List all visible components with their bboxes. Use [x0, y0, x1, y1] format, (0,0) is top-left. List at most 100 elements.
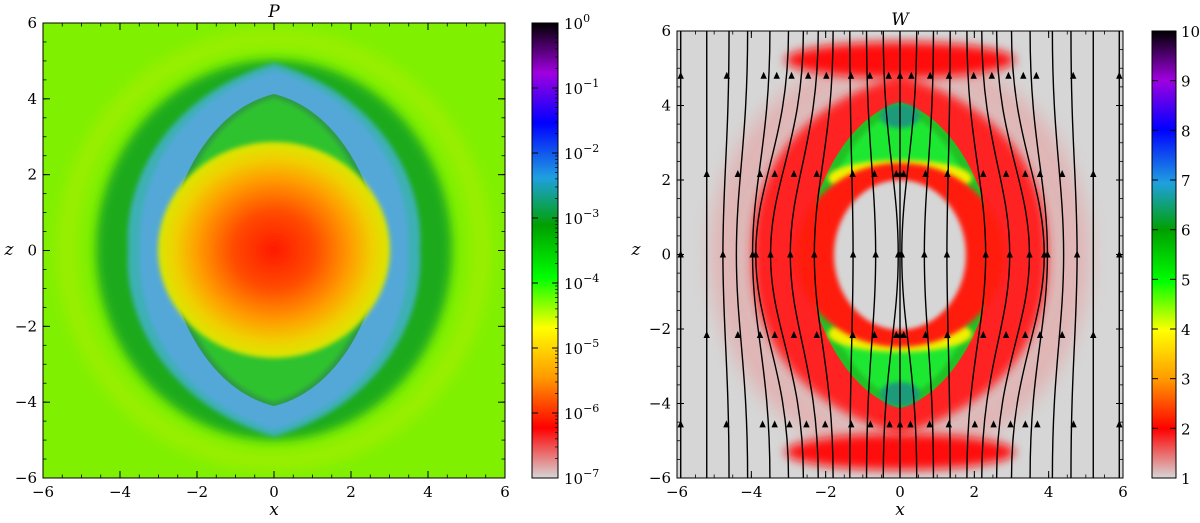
streamline-arrow	[1116, 71, 1123, 79]
colorbar-tick-label: 10−7	[564, 467, 599, 488]
streamline-arrow	[756, 330, 764, 338]
streamline-arrow	[970, 71, 977, 79]
streamline-arrow	[823, 71, 830, 79]
xlabel-p: x	[269, 500, 279, 519]
x-tick-label: 2	[970, 483, 980, 501]
y-tick-label: 6	[27, 14, 37, 32]
streamline-arrow	[926, 420, 933, 428]
y-tick-label: 4	[661, 97, 671, 115]
streamline	[735, 31, 749, 478]
streamline-arrow	[773, 71, 780, 79]
ticks-p: −6 −4 −2 0 2 4 6 −6 −4 −2 0 2 4 6	[15, 14, 510, 501]
colorbar-tick-label: 7	[1181, 172, 1191, 190]
streamline-arrow	[767, 250, 774, 258]
panel-w: −6 −4 −2 0 2 4 6 −6 −4 −2 0 2 4 6 W x z 1 2 3 4 5 6 7 8 9 10	[631, 10, 1200, 520]
streamline-arrow	[1020, 71, 1027, 79]
streamline-arrow	[945, 71, 953, 79]
streamline-arrow	[1022, 170, 1029, 178]
streamline-arrow	[787, 250, 794, 258]
colorbar-tick-label: 5	[1181, 271, 1191, 289]
streamline-arrow	[885, 71, 892, 79]
streamline-arrow	[871, 170, 878, 178]
streamline-arrow	[1090, 330, 1097, 338]
x-tick-label: −6	[666, 483, 688, 501]
streamline-arrow	[771, 330, 778, 338]
streamline-arrow	[1069, 71, 1077, 79]
x-tick-label: 6	[1118, 483, 1128, 501]
streamline-arrow	[811, 250, 818, 258]
y-tick-label: 6	[661, 22, 671, 40]
streamline-arrow	[871, 330, 878, 338]
streamline-arrow	[943, 250, 951, 258]
streamline-arrow	[813, 330, 820, 338]
streamline-arrow	[723, 71, 731, 79]
streamline-arrow	[804, 71, 812, 79]
y-tick-label: 4	[27, 90, 37, 108]
x-tick-label: −4	[109, 483, 131, 501]
streamline-arrow	[756, 170, 764, 178]
colorbar-tick-label: 10−1	[564, 77, 599, 98]
streamline-arrow	[872, 250, 879, 258]
streamline-arrow	[790, 330, 798, 338]
y-tick-label: 2	[661, 171, 671, 189]
x-tick-label: −2	[815, 483, 837, 501]
colorbar-tick-label: 1	[1181, 470, 1191, 488]
streamline-arrow	[908, 71, 915, 79]
streamline-arrow	[1058, 330, 1066, 338]
streamline-arrow	[719, 250, 727, 258]
streamline-arrow	[990, 420, 997, 428]
colorbar-tick-label: 100	[564, 12, 590, 33]
streamline-arrow	[1026, 250, 1033, 258]
colorbar-w	[1151, 30, 1177, 479]
y-tick-label: −2	[15, 317, 37, 335]
streamline-arrow	[922, 170, 929, 178]
streamline-arrow	[1022, 420, 1029, 428]
streamline-arrow	[847, 420, 855, 428]
streamline-arrow	[1007, 420, 1014, 428]
streamline-arrow	[677, 420, 684, 428]
streamline-arrow	[759, 420, 766, 428]
colorbar-tick-label: 10−6	[564, 402, 599, 423]
streamline-arrow	[1002, 170, 1010, 178]
colorbar-tick-label: 10	[1181, 23, 1200, 41]
y-tick-label: −6	[649, 469, 671, 487]
y-tick-label: −2	[649, 320, 671, 338]
x-tick-label: 4	[423, 483, 433, 501]
streamline-arrow	[926, 71, 934, 79]
ylabel-p: z	[4, 240, 15, 260]
streamline-arrow	[867, 420, 874, 428]
colorbar-tick-label: 8	[1181, 122, 1191, 140]
x-tick-label: −2	[186, 483, 208, 501]
x-tick-label: 4	[1044, 483, 1054, 501]
streamline-arrow	[771, 170, 778, 178]
streamline-arrow	[703, 330, 710, 338]
streamline-arrow	[944, 330, 951, 338]
colorbar-tick-label: 9	[1181, 73, 1191, 91]
heatmap-w	[677, 31, 1123, 478]
streamline-arrow	[752, 250, 759, 258]
streamline-arrow	[1034, 420, 1041, 428]
streamline-arrow	[1002, 330, 1010, 338]
streamline-arrow	[723, 420, 730, 428]
colorbar-p	[531, 22, 559, 479]
ticks-w: −6 −4 −2 0 2 4 6 −6 −4 −2 0 2 4 6	[649, 22, 1128, 501]
streamline-arrow	[803, 420, 810, 428]
streamline-arrow	[677, 71, 684, 79]
streamline-arrow	[1044, 250, 1051, 258]
colorbar-tick-label: 4	[1181, 321, 1191, 339]
x-tick-label: −6	[32, 483, 54, 501]
streamline-arrow	[1073, 250, 1081, 258]
streamline-arrow	[988, 71, 996, 79]
streamline-arrow	[788, 71, 795, 79]
streamline-arrow	[849, 170, 856, 178]
colorbar-tick-label: 3	[1181, 371, 1191, 389]
streamline-arrow	[898, 250, 905, 258]
streamline-arrow	[1116, 420, 1123, 428]
y-tick-label: −4	[15, 393, 37, 411]
streamline-arrow	[886, 420, 893, 428]
streamline-arrow	[896, 420, 904, 428]
streamline-arrow	[847, 71, 855, 79]
ylabel-w: z	[631, 240, 642, 260]
